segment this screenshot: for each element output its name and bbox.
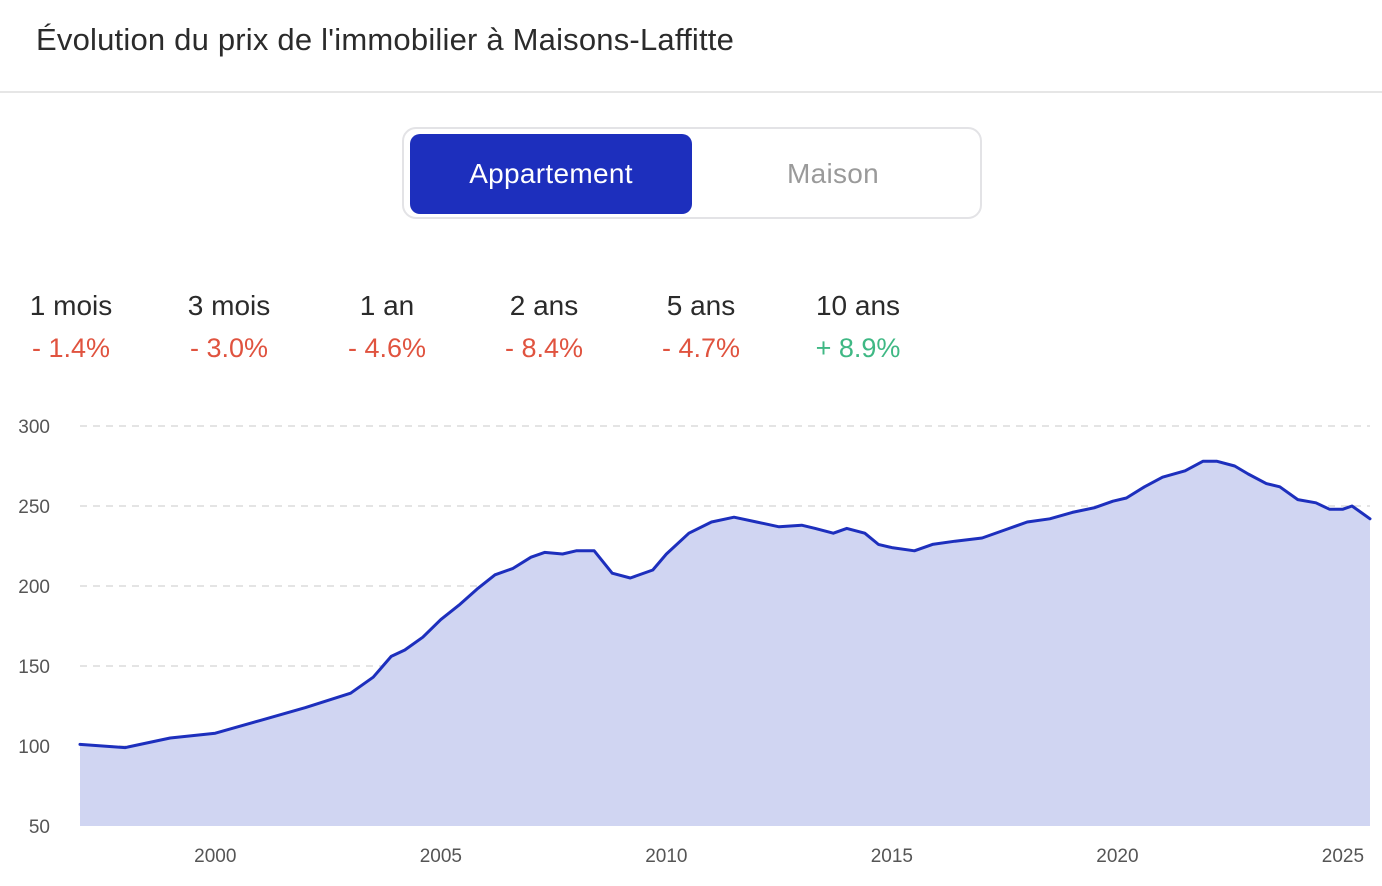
stat-1-mois: 1 mois - 1.4%: [1, 286, 141, 368]
header: Évolution du prix de l'immobilier à Mais…: [0, 0, 1382, 93]
stat-change-value: - 1.4%: [31, 333, 111, 363]
page-title: Évolution du prix de l'immobilier à Mais…: [36, 22, 735, 57]
stat-period-label: 10 ans: [815, 290, 901, 321]
property-type-toggle: Appartement Maison: [402, 127, 982, 219]
x-tick-label: 2010: [645, 846, 687, 867]
price-evolution-chart: 50 100 150 200 250 300 2000 2005 2010 2015 2020 202…: [18, 417, 1372, 867]
x-tick-label: 2000: [194, 846, 236, 867]
stat-change-value: - 4.6%: [347, 333, 427, 363]
series-area: [80, 461, 1370, 826]
stat-period-label: 2 ans: [509, 290, 579, 321]
x-tick-label: 2025: [1322, 846, 1364, 867]
y-tick-label: 50: [29, 817, 50, 838]
stat-5-ans: 5 ans - 4.7%: [631, 286, 771, 368]
x-tick-label: 2020: [1096, 846, 1138, 867]
stat-period-label: 3 mois: [187, 290, 271, 321]
stat-period-label: 1 mois: [29, 290, 113, 321]
stat-2-ans: 2 ans - 8.4%: [474, 286, 614, 368]
price-change-stats: 1 mois - 1.4% 3 mois - 3.0% 1 an - 4.6% …: [0, 286, 1000, 376]
stat-change-value: - 3.0%: [189, 333, 269, 363]
x-tick-label: 2005: [420, 846, 462, 867]
y-tick-label: 100: [18, 737, 50, 758]
stat-period-label: 1 an: [359, 290, 415, 321]
toggle-appartement-button[interactable]: Appartement: [410, 134, 692, 214]
y-tick-label: 150: [18, 657, 50, 678]
stat-change-value: - 4.7%: [661, 333, 741, 363]
stat-10-ans: 10 ans + 8.9%: [788, 286, 928, 368]
stat-1-an: 1 an - 4.6%: [317, 286, 457, 368]
y-tick-label: 250: [18, 497, 50, 518]
y-tick-label: 300: [18, 417, 50, 438]
y-tick-label: 200: [18, 577, 50, 598]
x-tick-label: 2015: [871, 846, 913, 867]
stat-3-mois: 3 mois - 3.0%: [159, 286, 299, 368]
stat-change-value: - 8.4%: [504, 333, 584, 363]
stat-change-value: + 8.9%: [815, 333, 901, 363]
toggle-maison-button[interactable]: Maison: [786, 158, 880, 189]
stat-period-label: 5 ans: [666, 290, 736, 321]
series-line: [78, 459, 1372, 750]
